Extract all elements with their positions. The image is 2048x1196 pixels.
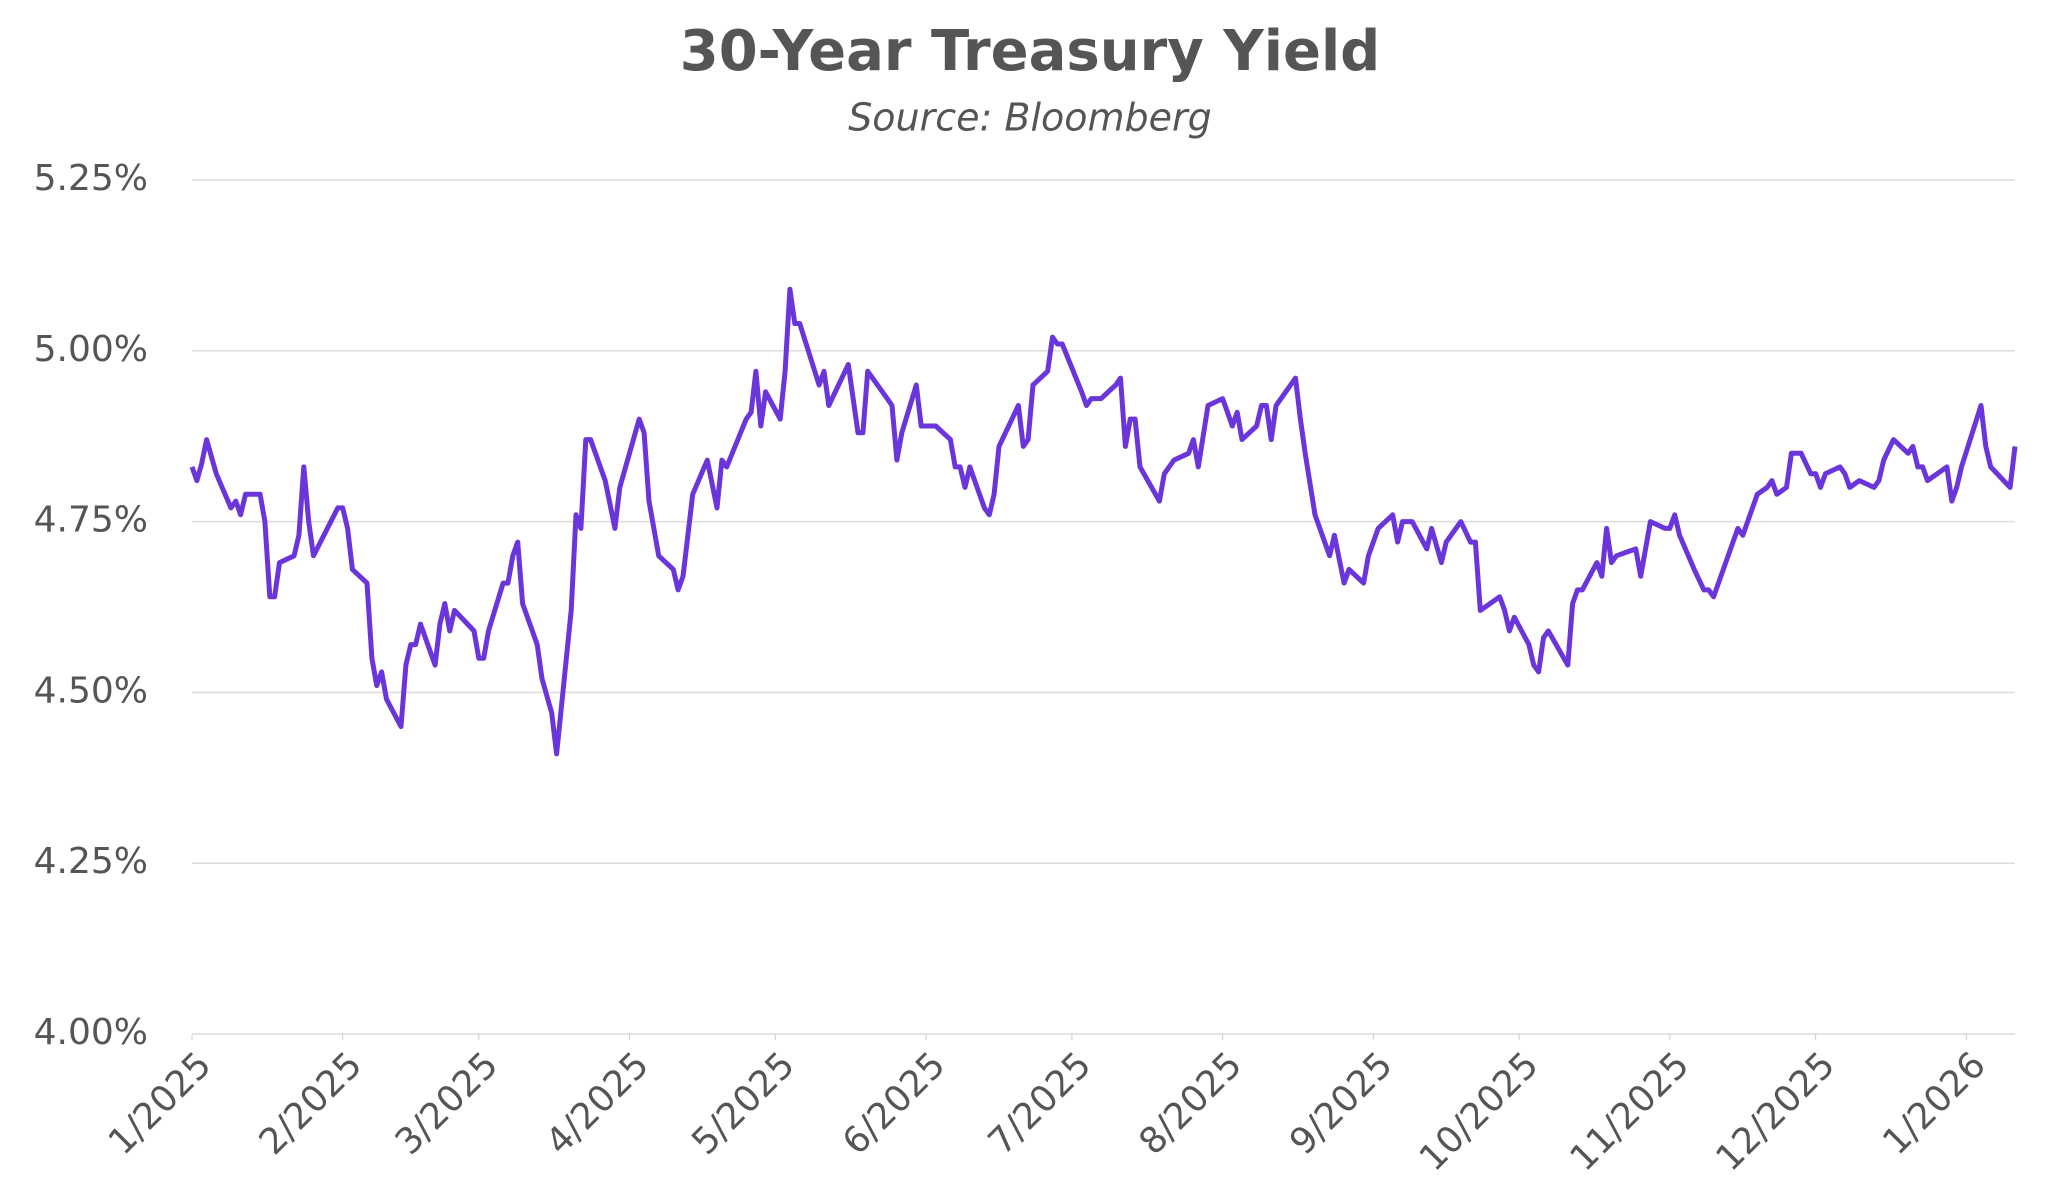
x-tick-label: 8/2025 — [1131, 1044, 1250, 1163]
chart-subtitle: Source: Bloomberg — [848, 96, 1212, 140]
x-tick-label: 6/2025 — [835, 1044, 954, 1163]
y-tick-label: 4.00% — [34, 1012, 148, 1053]
x-tick-label: 2/2025 — [252, 1044, 371, 1163]
x-tick-label: 1/2025 — [101, 1044, 220, 1163]
y-tick-label: 4.50% — [34, 670, 148, 711]
x-tick-label: 7/2025 — [981, 1044, 1100, 1163]
x-tick-label: 9/2025 — [1282, 1044, 1401, 1163]
y-tick-label: 4.25% — [34, 841, 148, 882]
x-tick-label: 12/2025 — [1708, 1044, 1843, 1179]
y-tick-label: 5.25% — [34, 158, 148, 199]
y-tick-label: 5.00% — [34, 329, 148, 370]
y-tick-label: 4.75% — [34, 500, 148, 541]
x-tick-label: 11/2025 — [1563, 1044, 1698, 1179]
x-tick-label: 5/2025 — [684, 1044, 803, 1163]
x-tick-label: 4/2025 — [538, 1044, 657, 1163]
data-line — [189, 286, 2018, 757]
chart-title: 30-Year Treasury Yield — [680, 19, 1381, 84]
x-tick-label: 3/2025 — [388, 1044, 507, 1163]
x-tick-label: 10/2025 — [1412, 1044, 1547, 1179]
x-tick-label: 1/2026 — [1875, 1044, 1994, 1163]
